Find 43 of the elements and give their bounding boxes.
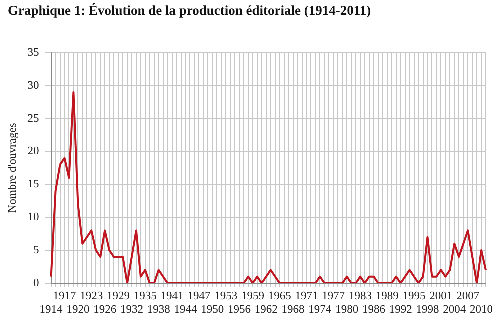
x-tick-label: 2004 [443, 304, 466, 316]
x-tick-label: 1947 [188, 290, 211, 302]
x-tick-label: 1989 [376, 290, 400, 302]
y-tick-label: 5 [34, 244, 40, 256]
x-tick-label: 1965 [268, 290, 292, 302]
x-tick-label: 1938 [147, 304, 171, 316]
x-tick-label: 1953 [214, 290, 238, 302]
chart-title: Graphique 1: Évolution de la production éditoriale (1914-2011) [8, 3, 372, 19]
x-tick-label: 1956 [228, 304, 252, 316]
y-tick-label: 35 [28, 46, 40, 59]
y-tick-label: 25 [28, 112, 40, 125]
x-tick-label: 2007 [456, 290, 480, 302]
x-tick-label: 1944 [174, 304, 198, 316]
y-tick-label: 15 [28, 178, 40, 191]
x-tick-label: 1968 [282, 304, 306, 316]
x-tick-label: 1923 [80, 290, 104, 302]
x-tick-label: 1950 [201, 304, 224, 316]
x-tick-label: 1929 [107, 290, 130, 302]
x-tick-label: 1914 [40, 304, 64, 316]
x-tick-label: 1935 [134, 290, 158, 302]
x-tick-label: 2010 [470, 304, 494, 316]
y-tick-label: 0 [34, 277, 40, 290]
x-tick-label: 1971 [295, 290, 318, 302]
x-tick-label: 1995 [402, 290, 426, 302]
y-tick-label: 10 [28, 212, 40, 224]
x-tick-label: 1986 [362, 304, 386, 316]
x-tick-label: 1941 [160, 290, 184, 302]
x-tick-label: 1917 [53, 290, 76, 302]
x-tick-label: 1992 [389, 304, 413, 316]
y-tick-label: 20 [28, 146, 40, 158]
x-tick-label: 1959 [241, 290, 265, 302]
x-tick-label: 1998 [416, 304, 440, 316]
x-tick-label: 1932 [120, 304, 144, 316]
x-tick-label: 1977 [322, 290, 346, 302]
y-axis-title: Nombre d'ouvrages [6, 122, 19, 214]
y-tick-label: 30 [28, 80, 40, 92]
x-tick-label: 2001 [430, 290, 453, 302]
x-tick-label: 1926 [94, 304, 117, 316]
x-tick-label: 1980 [336, 304, 359, 316]
x-tick-label: 1920 [66, 304, 90, 316]
x-tick-label: 1962 [254, 304, 278, 316]
x-tick-label: 1983 [349, 290, 372, 302]
x-tick-label: 1974 [308, 304, 332, 316]
